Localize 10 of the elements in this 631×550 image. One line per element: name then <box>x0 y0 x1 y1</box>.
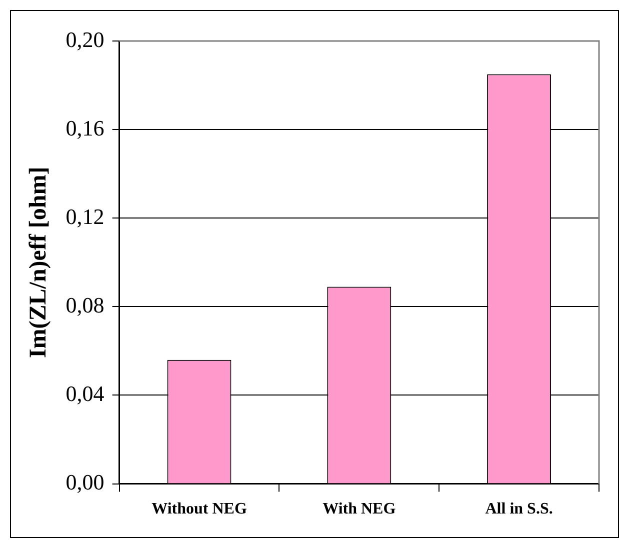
y-tick-label: 0,16 <box>66 115 104 140</box>
x-tick-label: With NEG <box>322 500 396 518</box>
y-tick-label: 0,12 <box>66 204 104 229</box>
y-tick-label: 0,08 <box>66 292 104 318</box>
x-tick-label: Without NEG <box>152 500 248 518</box>
y-tick-label: 0,00 <box>66 470 104 495</box>
y-tick-label: 0,04 <box>66 381 104 406</box>
x-tick-label: All in S.S. <box>485 500 553 518</box>
y-axis-title: Im(ZL/n)eff [ohm] <box>26 166 52 358</box>
y-tick-label: 0,20 <box>66 26 104 52</box>
